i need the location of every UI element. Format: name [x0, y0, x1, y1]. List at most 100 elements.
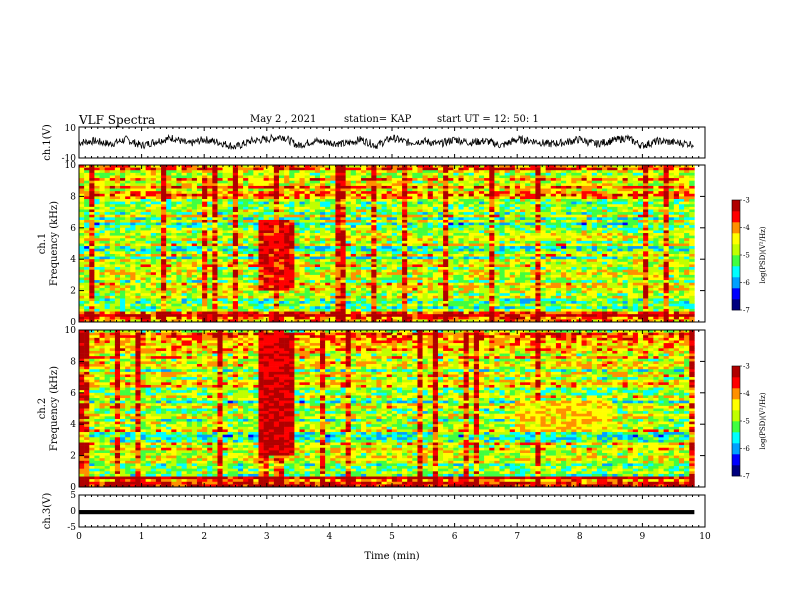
spectrogram-cell	[448, 256, 454, 260]
spectrogram-cell	[155, 225, 162, 229]
spectrogram-cell	[396, 233, 403, 236]
spectrogram-cell	[140, 267, 146, 270]
spectrogram-cell	[478, 251, 485, 255]
spectrogram-cell	[371, 240, 377, 244]
spectrogram-cell	[335, 196, 341, 200]
spectrogram-cell	[555, 193, 562, 197]
spectrogram-cell	[437, 183, 444, 187]
spectrogram-cell	[586, 188, 593, 192]
spectrogram-cell	[253, 225, 259, 229]
spectrogram-cell	[171, 201, 177, 205]
spectrogram-cell	[663, 248, 670, 252]
spectrogram-cell	[340, 191, 346, 195]
spectrogram-cell	[417, 225, 423, 229]
spectrogram-cell	[294, 235, 300, 239]
spectrogram-cell	[658, 219, 664, 223]
spectrogram-cell	[330, 217, 336, 221]
spectrogram-cell	[407, 183, 413, 187]
spectrogram-cell	[417, 178, 423, 181]
spectrogram-cell	[412, 199, 418, 202]
spectrogram-cell	[227, 180, 234, 184]
spectrogram-cell	[381, 259, 387, 263]
spectrogram-cell	[181, 227, 187, 231]
spectrogram-cell	[622, 253, 628, 257]
spectrogram-cell	[376, 183, 382, 187]
spectrogram-cell	[263, 227, 270, 231]
spectrogram-cell	[689, 180, 695, 184]
spectrogram-cell	[268, 199, 275, 202]
spectrogram-cell	[299, 227, 305, 231]
spectrogram-cell	[330, 267, 336, 270]
spectrogram-cell	[561, 267, 567, 270]
spectrogram-cell	[576, 248, 582, 252]
spectrogram-cell	[212, 204, 218, 208]
spectrogram-cell	[571, 209, 577, 213]
spectrogram-cell	[150, 256, 157, 260]
spectrogram-cell	[145, 219, 152, 223]
spectrogram-cell	[478, 238, 485, 242]
spectrogram-cell	[202, 246, 208, 250]
spectrogram-cell	[114, 188, 121, 192]
spectrogram-cell	[186, 267, 193, 270]
spectrogram-cell	[258, 201, 264, 205]
spectrogram-cell	[361, 253, 367, 257]
spectrogram-cell	[402, 248, 408, 252]
spectrogram-cell	[161, 253, 167, 257]
spectrogram-cell	[196, 256, 203, 260]
spectrogram-cell	[653, 175, 659, 179]
spectrogram-cell	[361, 172, 367, 176]
spectrogram-cell	[150, 217, 157, 221]
spectrogram-cell	[402, 201, 408, 205]
spectrogram-cell	[540, 256, 546, 260]
spectrogram-cell	[345, 235, 352, 239]
spectrogram-cell	[350, 183, 357, 187]
spectrogram-cell	[407, 222, 413, 226]
spectrogram-cell	[607, 233, 613, 236]
spectrogram-cell	[104, 199, 111, 202]
spectrogram-cell	[253, 185, 259, 189]
spectrogram-cell	[350, 261, 357, 265]
spectrogram-cell	[468, 191, 475, 195]
spectrogram-cell	[268, 267, 275, 270]
spectrogram-cell	[402, 183, 408, 187]
spectrogram-cell	[237, 235, 244, 239]
spectrogram-cell	[637, 191, 644, 195]
spectrogram-cell	[161, 261, 167, 265]
spectrogram-cell	[396, 251, 403, 255]
spectrogram-cell	[468, 214, 475, 218]
spectrogram-cell	[391, 206, 398, 210]
spectrogram-cell	[520, 253, 526, 257]
spectrogram-cell	[202, 240, 208, 244]
spectrogram-cell	[509, 199, 516, 202]
spectrogram-cell	[417, 188, 423, 192]
spectrogram-cell	[155, 251, 162, 255]
spectrogram-cell	[678, 243, 685, 247]
spectrogram-cell	[622, 246, 628, 250]
spectrogram-cell	[84, 212, 90, 216]
spectrogram-cell	[663, 219, 670, 223]
spectrogram-cell	[653, 253, 659, 257]
spectrogram-cell	[648, 172, 654, 176]
spectrogram-cell	[253, 188, 259, 192]
spectrogram-cell	[663, 178, 670, 181]
spectrogram-cell	[84, 167, 90, 171]
spectrogram-cell	[320, 214, 326, 218]
spectrogram-cell	[596, 165, 603, 168]
spectrogram-cell	[463, 246, 470, 250]
spectrogram-cell	[391, 267, 398, 270]
spectrogram-cell	[176, 201, 182, 205]
spectrogram-cell	[658, 240, 664, 244]
spectrogram-cell	[668, 233, 675, 236]
spectrogram-cell	[427, 204, 434, 208]
spectrogram-cell	[432, 225, 439, 229]
spectrogram-cell	[427, 230, 434, 234]
spectrogram-cell	[407, 219, 413, 223]
spectrogram-cell	[617, 191, 623, 195]
spectrogram-cell	[607, 185, 613, 189]
spectrogram-cell	[94, 261, 100, 265]
spectrogram-cell	[473, 227, 480, 231]
spectrogram-cell	[561, 193, 567, 197]
spectrogram-cell	[689, 193, 695, 197]
spectrogram-cell	[607, 225, 613, 229]
spectrogram-cell	[232, 251, 239, 255]
